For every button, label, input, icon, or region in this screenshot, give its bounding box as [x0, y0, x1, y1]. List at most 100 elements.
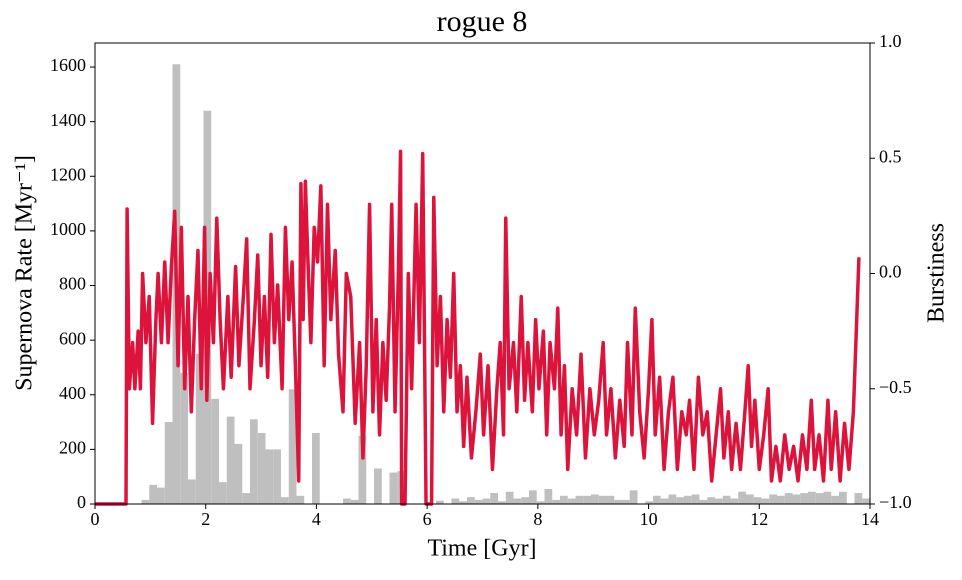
histogram-bar [482, 498, 491, 504]
histogram-bar [374, 468, 382, 504]
histogram-bar [808, 491, 816, 504]
histogram-bar [288, 389, 297, 504]
x-tick-label: 2 [201, 509, 210, 529]
histogram-bar [800, 493, 808, 504]
x-tick-label: 4 [312, 509, 321, 529]
y-tick-label: 400 [59, 383, 86, 403]
histogram-bar [358, 435, 367, 504]
histogram-bar [157, 487, 165, 504]
histogram-bar [792, 494, 801, 504]
y-tick-label: 800 [59, 274, 86, 294]
burstiness-line [95, 149, 861, 506]
histogram-bar [281, 497, 289, 504]
histogram-bar [583, 495, 591, 504]
histogram-bar [831, 495, 839, 504]
histogram-bar [436, 500, 444, 504]
y2-tick-label: 0.5 [879, 146, 902, 166]
histogram-bar [645, 501, 653, 504]
histogram-bar [242, 493, 250, 504]
histogram-bar [715, 498, 723, 504]
histogram-bar [567, 498, 576, 504]
histogram-bar [753, 497, 762, 504]
histogram-bar [552, 499, 560, 504]
histogram-bar [226, 416, 235, 504]
histogram-bar [598, 495, 607, 504]
x-tick-label: 14 [861, 509, 879, 529]
histogram-bar [389, 472, 398, 504]
histogram-bar [265, 449, 274, 504]
histogram-bar [180, 372, 188, 504]
y-axis-label: Supernova Rate [Myr⁻¹] [12, 155, 38, 391]
histogram-bar [257, 432, 266, 504]
y-tick-label: 0 [77, 492, 86, 512]
histogram-bar [536, 501, 545, 504]
histogram-bar [250, 419, 258, 504]
chart-title: rogue 8 [437, 5, 528, 38]
y2-tick-label: 1.0 [879, 31, 902, 51]
histogram-bar [823, 491, 832, 504]
histogram-bar [474, 499, 483, 504]
histogram-bar [529, 490, 537, 504]
histogram-bar [784, 493, 793, 504]
histogram-bar [149, 484, 157, 504]
histogram-bar [459, 501, 467, 504]
histogram-bar [614, 499, 622, 504]
x-tick-label: 6 [423, 509, 432, 529]
histogram-bar [629, 490, 638, 504]
histogram-bar [273, 449, 281, 504]
histogram-bar [211, 398, 219, 504]
histogram-bar [622, 499, 630, 504]
histogram-bar [350, 499, 359, 504]
y-tick-label: 200 [59, 438, 86, 458]
histogram-bar [606, 495, 615, 504]
y-tick-label: 1400 [50, 110, 86, 130]
histogram-bar [343, 498, 351, 504]
histogram-bar [660, 498, 669, 504]
histogram-bar [777, 495, 785, 504]
histogram-bar [653, 495, 661, 504]
x-tick-label: 0 [91, 509, 100, 529]
histogram-bar [839, 491, 847, 504]
histogram-bar [141, 499, 150, 504]
y2-tick-label: −1.0 [879, 492, 912, 512]
histogram-bar [164, 422, 173, 504]
histogram-bar [312, 432, 320, 504]
histogram-bar [296, 495, 305, 504]
histogram-bar [234, 443, 243, 504]
histogram-bar [195, 353, 204, 504]
y2-tick-label: 0.0 [879, 262, 902, 282]
y-tick-label: 1600 [50, 55, 86, 75]
histogram-bar [707, 497, 715, 504]
histogram-bar [746, 494, 754, 504]
histogram-bar [815, 493, 824, 504]
x-tick-label: 12 [750, 509, 768, 529]
histogram-bar [769, 494, 777, 504]
histogram-bar [591, 494, 599, 504]
histogram-bar [219, 482, 227, 504]
x-tick-label: 8 [533, 509, 542, 529]
y-tick-label: 600 [59, 328, 86, 348]
histogram-bar [684, 495, 692, 504]
histogram-bar [521, 497, 529, 504]
x-tick-label: 10 [640, 509, 658, 529]
histogram-bar [761, 498, 770, 504]
y-tick-label: 1000 [50, 219, 86, 239]
histogram-bar [451, 498, 460, 504]
histogram-bar [699, 499, 708, 504]
histogram-bar [668, 494, 677, 504]
histogram-bar [691, 494, 700, 504]
histogram-bar [560, 495, 568, 504]
histogram-bar [722, 495, 731, 504]
histogram-bar [188, 479, 196, 504]
histogram-bar [730, 498, 739, 504]
histogram-bar [854, 493, 863, 504]
histogram-bar [490, 493, 498, 504]
histogram-bar [505, 491, 514, 504]
histogram-bar [862, 498, 870, 504]
histogram-bar [738, 491, 746, 504]
histogram-bar [498, 501, 506, 504]
y2-axis-label: Burstiness [924, 223, 950, 323]
histogram-bar [513, 498, 522, 504]
y-tick-label: 1200 [50, 164, 86, 184]
